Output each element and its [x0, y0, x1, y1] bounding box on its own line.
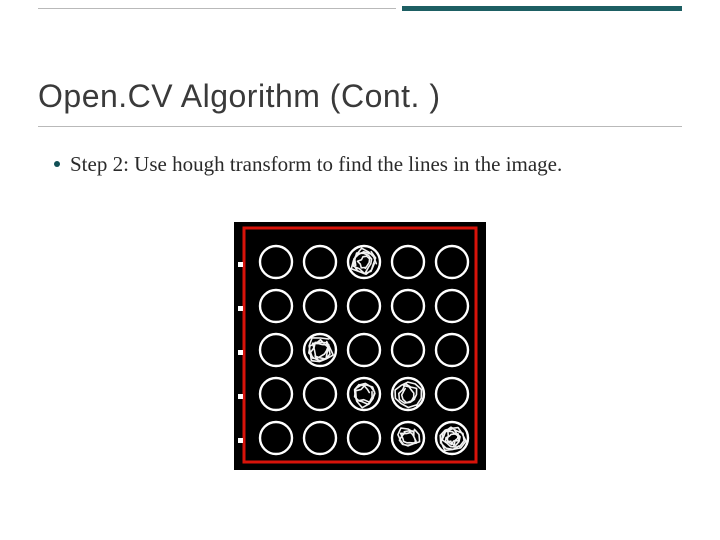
- bullet-dot-icon: [54, 161, 60, 167]
- hough-grid-figure: [234, 222, 486, 470]
- bullet-row: Step 2: Use hough transform to find the …: [54, 150, 666, 178]
- bullet-text: Step 2: Use hough transform to find the …: [70, 150, 562, 178]
- top-rule: [38, 0, 682, 18]
- top-rule-thick: [402, 0, 682, 11]
- slide: Open.CV Algorithm (Cont. ) Step 2: Use h…: [0, 0, 720, 540]
- title-underline: [38, 126, 682, 127]
- figure-container: [0, 222, 720, 470]
- top-rule-thin: [38, 0, 396, 9]
- slide-title: Open.CV Algorithm (Cont. ): [38, 78, 440, 115]
- slide-body: Step 2: Use hough transform to find the …: [54, 150, 666, 178]
